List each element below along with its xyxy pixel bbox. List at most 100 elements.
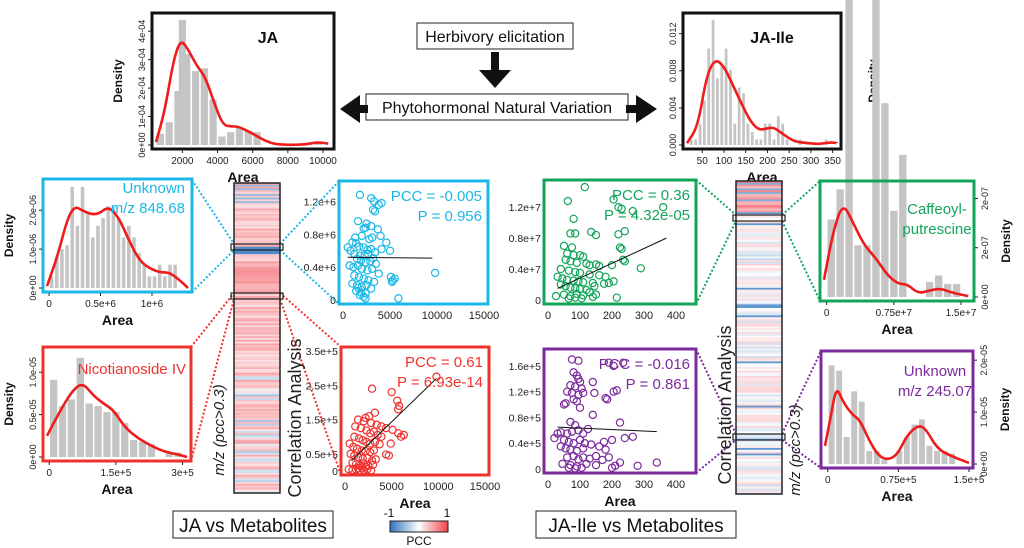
heatmap-row <box>736 282 782 285</box>
x-tick-label: 1e+6 <box>141 299 164 310</box>
heatmap-row <box>736 424 782 427</box>
heatmap-row <box>736 470 782 473</box>
heatmap-row <box>234 432 280 435</box>
heatmap-row <box>736 320 782 324</box>
heatmap-row <box>736 309 782 313</box>
scatter-point <box>551 291 561 301</box>
y-tick-label: 1.0e-05 <box>28 357 38 388</box>
heatmap-ja-ylabel: m/z (pcc>0.3) <box>211 384 228 475</box>
histogram-bar <box>746 123 750 145</box>
heatmap-row <box>736 418 782 421</box>
histogram-bar <box>76 357 84 457</box>
heatmap-row <box>234 412 280 415</box>
scatter-point <box>612 293 622 302</box>
histogram-bar <box>49 276 54 288</box>
heatmap-row <box>234 390 280 394</box>
heatmap-row <box>736 271 782 274</box>
chart-title: Nicotianoside IV <box>78 361 186 378</box>
heatmap-row <box>234 232 280 235</box>
plot-frame <box>41 177 194 294</box>
heatmap-row <box>234 414 280 417</box>
heatmap-highlight <box>732 433 786 441</box>
scatter-point <box>357 463 366 472</box>
x-tick-label: 0 <box>545 310 551 322</box>
scatter-point <box>556 442 566 451</box>
histogram-bar <box>941 451 948 464</box>
x-tick-label: 0 <box>545 479 551 491</box>
histogram-bar <box>845 0 853 297</box>
heatmap-jaile-ylabel: m/z (pcc>0.3) <box>787 404 804 495</box>
scatter-point <box>591 230 601 240</box>
heatmap-row <box>234 341 280 344</box>
histogram-bar <box>733 123 737 145</box>
heatmap-row <box>736 273 782 276</box>
heatmap-row <box>736 484 782 487</box>
scatter-point <box>574 356 583 365</box>
histogram-bar <box>729 69 732 145</box>
x-tick-label: 5000 <box>379 481 403 493</box>
heatmap-row <box>234 440 280 443</box>
histogram-nicotianoside-iv: 0 1.5e+5 3e+5 0e+00 0.5e-05 1.0e-05 Area Densit… <box>2 345 194 497</box>
x-tick-label: 100 <box>716 156 733 167</box>
scatter-point <box>595 442 604 451</box>
heatmap-row <box>234 359 280 363</box>
x-tick-label: 4000 <box>206 156 229 167</box>
histogram-bar <box>698 123 702 145</box>
scatter-point <box>399 430 408 440</box>
heatmap-row <box>736 298 782 301</box>
heatmap-highlight <box>230 292 284 300</box>
scatter-point <box>574 277 583 286</box>
scatter-point <box>563 196 573 206</box>
scatter-point <box>367 264 377 273</box>
scatter-point <box>612 386 622 395</box>
scatter-point <box>357 231 366 241</box>
scatter-point <box>356 423 366 433</box>
scatter-point <box>652 458 662 467</box>
x-tick-label: 0 <box>825 475 831 486</box>
scatter-point <box>588 292 598 302</box>
scatter-point <box>590 281 599 291</box>
heatmap-row <box>736 442 782 445</box>
heatmap-row <box>234 210 280 213</box>
heatmap-row <box>736 462 782 465</box>
scatter-point <box>580 182 590 192</box>
heatmap-row <box>234 383 280 386</box>
heatmap-row <box>234 350 280 353</box>
heatmap-row <box>234 447 280 450</box>
connector-purple <box>781 439 822 469</box>
heatmap-row <box>736 315 782 318</box>
scatter-point <box>572 258 582 268</box>
scatter-point <box>563 429 572 438</box>
scatter-point <box>564 294 574 303</box>
scatter-point <box>571 229 580 238</box>
heatmap-highlight <box>230 243 284 251</box>
heatmap-row <box>234 254 280 257</box>
x-tick-label: 6000 <box>242 156 265 167</box>
scatter-point <box>559 400 569 409</box>
histogram-bar <box>836 189 844 297</box>
heatmap-row <box>736 276 782 279</box>
histogram-bar <box>101 218 105 288</box>
ja-vs-metabolites-box: JA vs Metabolites <box>172 510 334 539</box>
scatter-point <box>357 446 366 455</box>
heatmap-row <box>736 289 782 292</box>
connector-purple <box>695 439 737 474</box>
heatmap-row <box>736 230 782 233</box>
fit-line <box>351 378 437 462</box>
scatter-point <box>370 207 380 216</box>
x-tick-label: 400 <box>667 479 685 491</box>
y-tick-label: 2e-07 <box>980 236 990 259</box>
right-arrow <box>626 95 657 123</box>
heatmap-row <box>234 438 280 441</box>
heatmap-row <box>234 206 280 209</box>
scatter-point <box>561 444 570 453</box>
heatmap-row <box>736 482 782 486</box>
y-tick-label: 0 <box>535 464 541 476</box>
y-tick-label: 0.000 <box>668 134 678 157</box>
heatmap-row <box>736 475 782 478</box>
heatmap-row <box>736 427 782 430</box>
scatter-point <box>617 204 626 213</box>
heatmap-row <box>736 492 782 495</box>
heatmap-row <box>736 486 782 489</box>
scatter-point <box>366 439 375 448</box>
